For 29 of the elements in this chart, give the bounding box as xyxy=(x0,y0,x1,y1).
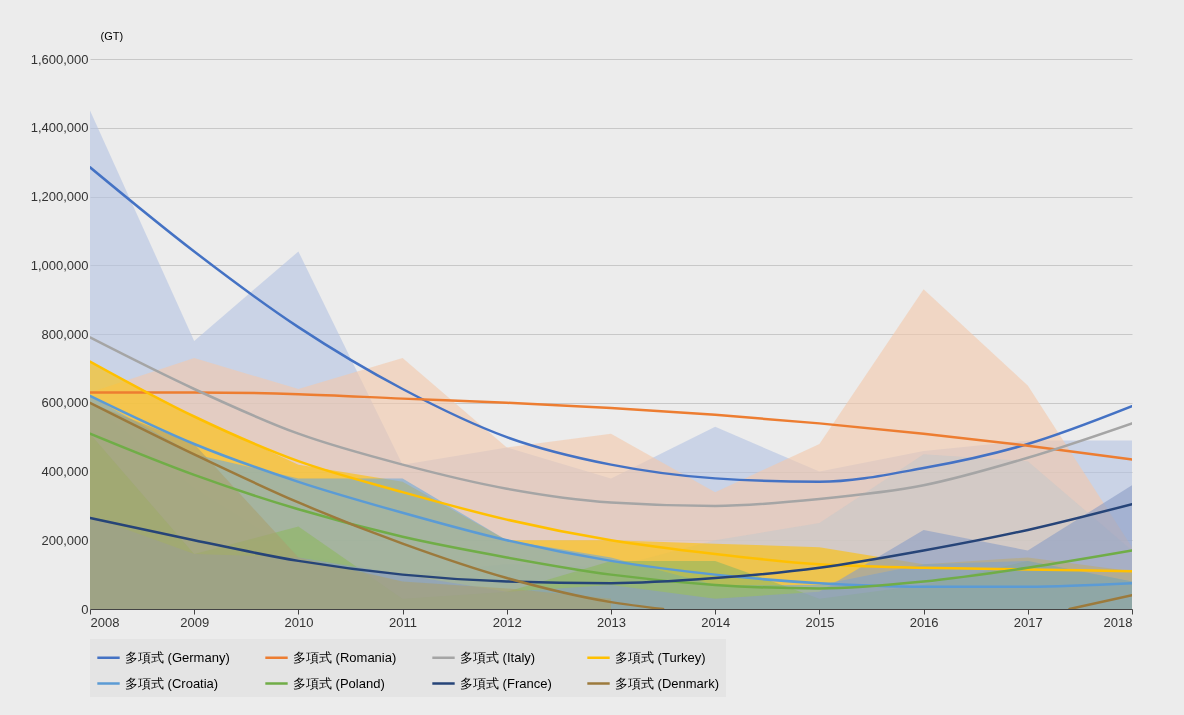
x-tick-label: 2015 xyxy=(805,614,835,630)
legend-label: 多項式 (Denmark) xyxy=(615,675,720,691)
y-tick-label: 600,000 xyxy=(41,395,89,411)
y-tick-label: 1,600,000 xyxy=(30,51,89,67)
y-tick-label: 1,400,000 xyxy=(30,120,89,136)
y-axis-title: (GT) xyxy=(100,29,124,42)
legend-label: 多項式 (Romania) xyxy=(293,649,397,665)
y-tick-label: 800,000 xyxy=(41,326,89,342)
x-tick-label: 2012 xyxy=(492,614,522,630)
y-tick-label: 400,000 xyxy=(41,464,89,479)
y-tick-label: 0 xyxy=(81,601,89,617)
x-tick-label: 2013 xyxy=(597,614,626,630)
x-tick-label: 2008 xyxy=(90,614,120,630)
x-tick-label: 2010 xyxy=(284,614,314,630)
x-tick-label: 2011 xyxy=(389,614,418,630)
legend-label: 多項式 (Poland) xyxy=(293,675,385,691)
x-tick-label: 2014 xyxy=(701,614,731,630)
legend-label: 多項式 (Germany) xyxy=(125,649,230,665)
legend-label: 多項式 (Turkey) xyxy=(615,649,706,665)
x-tick-label: 2018 xyxy=(1103,614,1133,630)
x-tick-label: 2009 xyxy=(180,614,210,630)
y-tick-label: 1,200,000 xyxy=(30,189,89,204)
legend-label: 多項式 (Croatia) xyxy=(125,675,219,691)
y-tick-label: 1,000,000 xyxy=(30,257,89,273)
legend-label: 多項式 (Italy) xyxy=(460,649,536,665)
x-tick-label: 2016 xyxy=(909,614,939,630)
y-tick-label: 200,000 xyxy=(41,532,89,548)
legend-label: 多項式 (France) xyxy=(460,675,552,691)
x-tick-label: 2017 xyxy=(1013,614,1043,630)
